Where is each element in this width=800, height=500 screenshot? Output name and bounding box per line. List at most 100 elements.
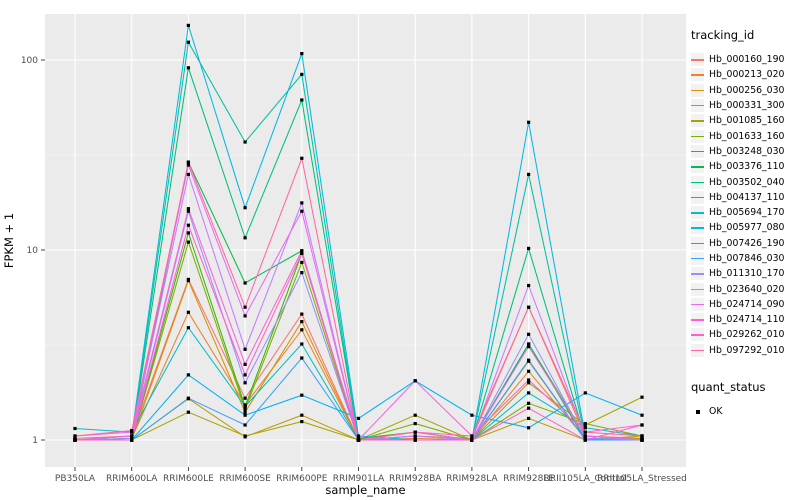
data-point xyxy=(243,373,247,377)
data-point xyxy=(413,422,417,426)
legend-entry: Hb_003502_040 xyxy=(691,174,799,189)
data-point xyxy=(470,413,474,417)
legend-key xyxy=(691,267,704,281)
legend-line-sample xyxy=(691,273,704,275)
data-point xyxy=(243,410,247,414)
y-tick-label: 10 xyxy=(27,246,39,256)
legend-entry-label: Hb_005977_080 xyxy=(709,222,785,234)
legend-entry: Hb_007426_190 xyxy=(691,236,799,251)
data-point xyxy=(527,246,531,250)
legend-line-sample xyxy=(691,334,704,336)
data-point xyxy=(527,120,531,124)
legend-entry: Hb_097292_010 xyxy=(691,343,799,358)
legend-entry: Hb_000331_300 xyxy=(691,98,799,113)
data-point xyxy=(186,66,190,70)
data-point xyxy=(186,279,190,283)
data-point xyxy=(243,407,247,411)
data-point xyxy=(413,438,417,442)
data-point xyxy=(640,434,644,438)
data-point xyxy=(527,345,531,349)
data-point xyxy=(186,310,190,314)
legend-line-sample xyxy=(691,74,704,76)
data-point xyxy=(130,429,134,433)
data-point xyxy=(640,395,644,399)
data-point xyxy=(583,422,587,426)
data-point xyxy=(243,140,247,144)
data-point xyxy=(243,362,247,366)
legend-line-sample xyxy=(691,150,704,153)
data-point xyxy=(186,396,190,400)
legend-entry: Hb_003248_030 xyxy=(691,144,799,159)
data-point xyxy=(130,438,134,442)
legend-entry-label: Hb_023640_020 xyxy=(709,283,785,295)
data-point xyxy=(413,413,417,417)
legend-entry-label: Hb_000213_020 xyxy=(709,69,785,81)
data-point xyxy=(300,249,304,253)
quant-legend-label: OK xyxy=(709,406,723,418)
legend-entry: Hb_000160_190 xyxy=(691,52,799,67)
legend-entry: Hb_003376_110 xyxy=(691,159,799,174)
data-point xyxy=(527,381,531,385)
data-point xyxy=(300,251,304,255)
data-point xyxy=(527,172,531,176)
data-point xyxy=(470,434,474,438)
data-point xyxy=(300,260,304,264)
legend-entry-label: Hb_011310_170 xyxy=(709,268,785,280)
legend-entry-label: Hb_007846_030 xyxy=(709,253,785,264)
legend-entry-label: Hb_005694_170 xyxy=(709,207,785,219)
legend-entry: Hb_005694_170 xyxy=(691,205,799,220)
data-point xyxy=(527,426,531,430)
legend-line-sample xyxy=(691,196,704,199)
legend-line-sample xyxy=(691,120,704,122)
data-point xyxy=(300,320,304,324)
legend-line-sample xyxy=(691,258,704,260)
legend-key xyxy=(691,99,704,113)
data-point xyxy=(300,72,304,76)
data-point xyxy=(300,393,304,397)
data-point xyxy=(186,231,190,235)
data-point xyxy=(243,381,247,385)
legend-line-sample xyxy=(691,303,704,306)
data-point xyxy=(243,396,247,400)
data-point xyxy=(527,283,531,288)
data-point xyxy=(300,413,304,417)
data-point xyxy=(300,271,304,275)
data-point xyxy=(300,342,304,346)
legend-key xyxy=(691,343,704,357)
data-point xyxy=(186,373,190,377)
legend-key xyxy=(691,83,704,97)
legend-entry-label: Hb_001085_160 xyxy=(709,115,785,127)
data-point xyxy=(300,201,304,205)
quant-legend-entry: OK xyxy=(691,404,799,419)
legend-key xyxy=(691,129,704,143)
data-point xyxy=(583,434,587,438)
data-point xyxy=(243,236,247,240)
legend-entry-label: Hb_024714_110 xyxy=(709,314,785,326)
legend-key xyxy=(691,175,704,189)
x-tick-label: RRIM600LE xyxy=(163,474,214,484)
y-axis-title: FPKM + 1 xyxy=(2,213,16,268)
data-point xyxy=(300,52,304,56)
legend-key xyxy=(691,190,704,204)
data-point xyxy=(356,438,361,442)
legend-entry: Hb_000256_030 xyxy=(691,83,799,98)
legend-line-sample xyxy=(691,59,704,61)
data-point xyxy=(640,423,644,427)
legend-entry: Hb_024714_090 xyxy=(691,297,799,312)
legend-line-sample xyxy=(691,89,704,92)
x-tick-label: RRIM928BA xyxy=(389,474,442,484)
data-point xyxy=(583,430,587,434)
data-point xyxy=(527,342,531,346)
legend-key xyxy=(691,282,704,296)
legend-entry: Hb_000213_020 xyxy=(691,67,799,82)
data-point xyxy=(73,434,77,438)
data-point xyxy=(186,163,190,167)
data-point xyxy=(300,98,304,102)
x-tick-label: RRIM600LA xyxy=(106,474,158,484)
legend-entry-label: Hb_029262_010 xyxy=(709,329,785,341)
data-point xyxy=(243,423,247,427)
legend-entry-label: Hb_024714_090 xyxy=(709,298,785,310)
x-tick-label: RRIM901LA xyxy=(333,474,385,484)
data-point xyxy=(356,416,361,420)
data-point xyxy=(583,438,587,442)
